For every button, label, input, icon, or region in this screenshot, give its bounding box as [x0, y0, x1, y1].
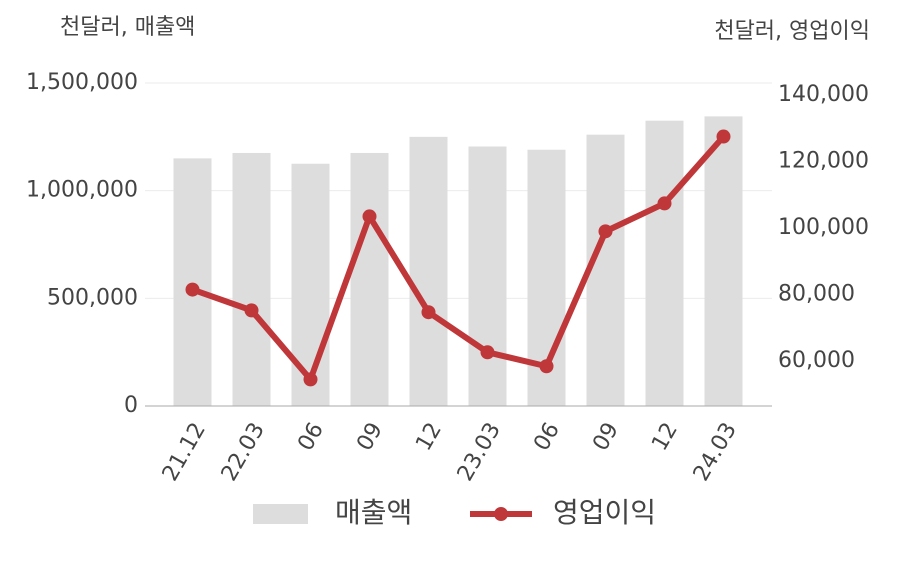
x-tick-label: 21.12 [158, 419, 211, 486]
bar [291, 163, 330, 406]
x-tick-label: 12 [647, 419, 683, 456]
line-point [480, 345, 495, 360]
line-point [362, 209, 377, 224]
line-point [303, 372, 318, 387]
line-point [244, 303, 259, 318]
line [191, 134, 726, 383]
x-tick-label: 09 [352, 419, 388, 456]
legend-label: 영업이익 [553, 496, 656, 529]
line-point [421, 305, 436, 320]
x-tick-label: 06 [529, 419, 565, 456]
y-tick-label: 0 [124, 393, 138, 418]
y2-tick-label: 100,000 [778, 215, 869, 240]
x-tick-label: 23.03 [453, 419, 506, 486]
y2-axis-label: 천달러, 영업이익 [714, 19, 870, 44]
x-tick-label: 12 [411, 419, 447, 456]
x-tick-label: 22.03 [217, 419, 270, 486]
line-point [598, 224, 613, 239]
y2-tick-label: 120,000 [778, 149, 869, 174]
legend-swatch [253, 504, 308, 524]
y-tick-label: 1,000,000 [26, 178, 138, 203]
y2-tick-label: 80,000 [778, 282, 855, 307]
line-point [539, 359, 554, 374]
y2-tick-label: 140,000 [778, 82, 869, 107]
y2-tick-label: 60,000 [778, 348, 855, 373]
bar [586, 134, 625, 406]
bar [173, 158, 212, 406]
bar [232, 152, 271, 406]
bar [350, 152, 389, 406]
line-point [657, 196, 672, 211]
y-tick-label: 1,500,000 [26, 70, 138, 95]
x-tick-label: 06 [293, 419, 329, 456]
line-point [716, 129, 731, 144]
x-tick-label: 24.03 [689, 419, 742, 486]
x-tick-label: 09 [588, 419, 624, 456]
y-tick-label: 500,000 [47, 285, 138, 310]
bar [645, 120, 684, 406]
bar [468, 146, 507, 407]
line-point [185, 282, 200, 297]
bar [409, 136, 448, 407]
legend-swatch [494, 507, 508, 521]
bar [704, 116, 743, 407]
y-axis-label: 천달러, 매출액 [60, 15, 195, 40]
legend-label: 매출액 [335, 496, 412, 529]
